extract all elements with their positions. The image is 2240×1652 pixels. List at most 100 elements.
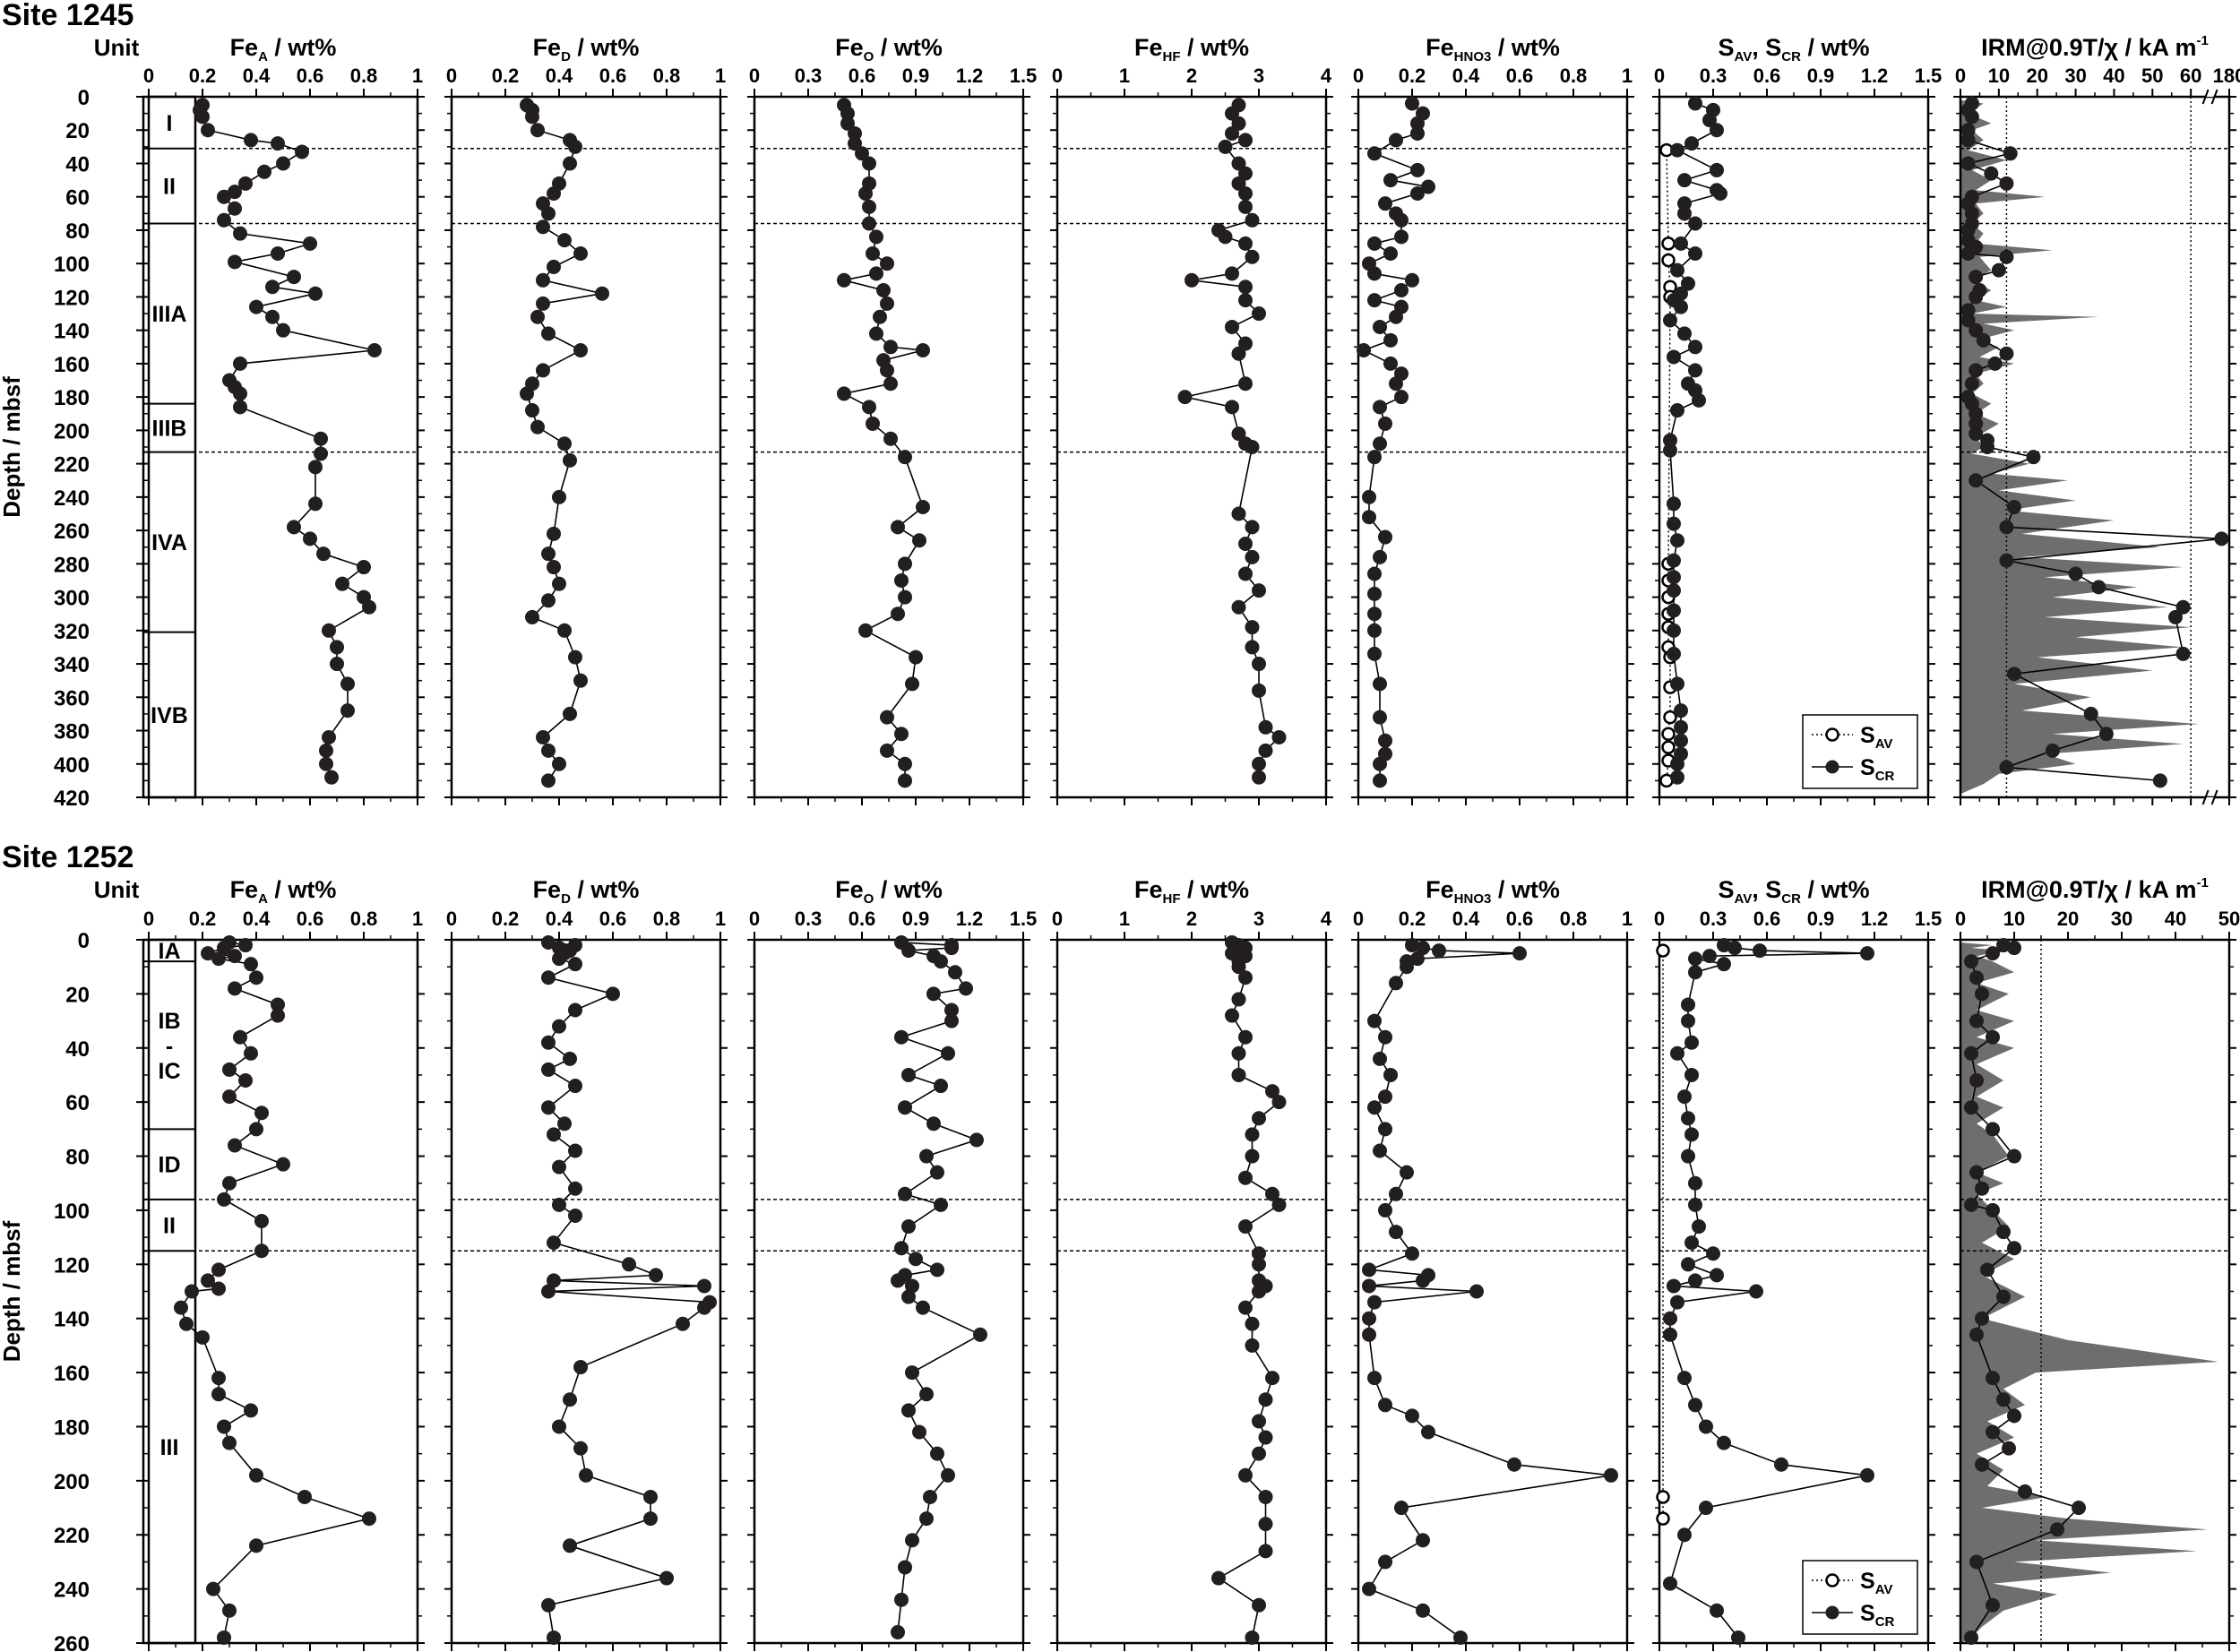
depth-tick-label: 380 [54,720,90,744]
data-point [1688,951,1702,967]
panel-title: SAV, SCR / wt% [1719,876,1870,907]
data-point [1394,212,1409,228]
data-point [1667,603,1681,618]
data-point [1400,1165,1414,1180]
data-point [1688,363,1702,378]
data-point [541,1597,556,1613]
data-point [1378,733,1392,748]
x-tick-label: 0.8 [350,908,378,930]
data-point [1258,1517,1273,1532]
data-point [295,144,309,159]
data-point [1405,96,1419,111]
title-part: / wt% [874,34,943,61]
data-point [1252,306,1266,322]
data-point [969,1132,984,1148]
x-tick-label: 0.2 [189,65,217,87]
data-point [1362,1278,1376,1294]
data-point [1969,363,1984,378]
data-point [1710,123,1724,138]
data-point [883,376,898,391]
data-point [233,226,247,241]
data-point [1677,1371,1692,1386]
data-point [1681,1149,1695,1164]
data-point [1670,1295,1684,1310]
data-point-open [1661,253,1676,268]
data-point [1238,293,1253,308]
data-point [837,386,851,401]
title-part: D [561,49,571,65]
depth-axis-label: Depth / mbsf [0,376,25,518]
data-point [541,773,556,788]
data-point [249,1467,263,1483]
unit-label-line: IVA [151,530,187,555]
data-point [530,309,545,324]
data-point [557,623,572,638]
data-point [1367,146,1382,161]
data-point [1663,443,1677,458]
data-point [1394,229,1409,245]
x-tick-label: 0.2 [1399,65,1426,87]
data-point [862,156,876,171]
depth-tick-label: 20 [65,119,90,143]
data-point [520,386,534,401]
unit-header: Unit [94,876,140,903]
unit-label-line: IA [159,939,181,964]
title-part: HF [1163,891,1181,907]
data-point [340,676,355,692]
data-point [1252,1284,1266,1299]
data-point [552,1019,566,1034]
data-point [1986,1597,2000,1613]
data-point [1394,390,1409,405]
data-point [1231,992,1246,1007]
data-point [1362,1581,1376,1596]
panel-6: 0102030405060180IRM@0.9T/χ / kA m-1 [1953,33,2240,808]
data-point [1378,1202,1392,1217]
data-point [1258,1430,1273,1445]
title-part: CR [1781,49,1801,65]
title-part: A [258,49,268,65]
x-tick-label: 1.5 [1010,65,1038,87]
data-point [217,212,231,228]
data-point [233,356,247,371]
unit-label-line: III [160,1435,179,1460]
data-point [2018,1484,2032,1499]
data-point [1969,1013,1984,1028]
data-point [1692,392,1706,408]
x-tick-label: 0.8 [653,908,681,930]
data-point [1999,346,2014,361]
x-tick-label: 0.9 [1807,908,1835,930]
depth-tick-label: 240 [54,486,90,511]
panel-frame [1357,938,1629,1645]
data-point [1383,173,1398,188]
data-point [1684,1067,1699,1082]
x-tick-label: 0 [1052,908,1063,930]
data-point [357,560,371,575]
x-tick-label: 1 [1622,908,1633,930]
data-point [1969,1327,1984,1342]
data-point [228,949,242,964]
x-tick-label: 1 [715,908,726,930]
title-part: IRM@0.9T/χ / kA m [1981,34,2196,61]
data-point [2068,566,2083,581]
data-point [257,164,271,179]
x-tick-label: 0.6 [599,908,627,930]
depth-tick-label: 140 [54,320,90,344]
data-point [1252,1257,1266,1272]
data-point [362,599,376,615]
data-point [1969,1073,1984,1088]
data-point [898,450,912,465]
data-point [2175,599,2191,615]
data-point [1367,607,1382,622]
data-point [179,1316,194,1331]
title-part: A [258,891,268,907]
data-point [1373,773,1387,788]
x-tick-label: 0.4 [243,908,271,930]
data-point-open [1661,740,1676,754]
data-point [1238,1029,1253,1045]
depth-tick-label: 160 [54,1362,90,1386]
data-point [1378,416,1392,431]
data-point [563,1392,577,1407]
data-point [1999,176,2014,191]
data-point [1677,173,1692,188]
data-point [217,1192,231,1207]
